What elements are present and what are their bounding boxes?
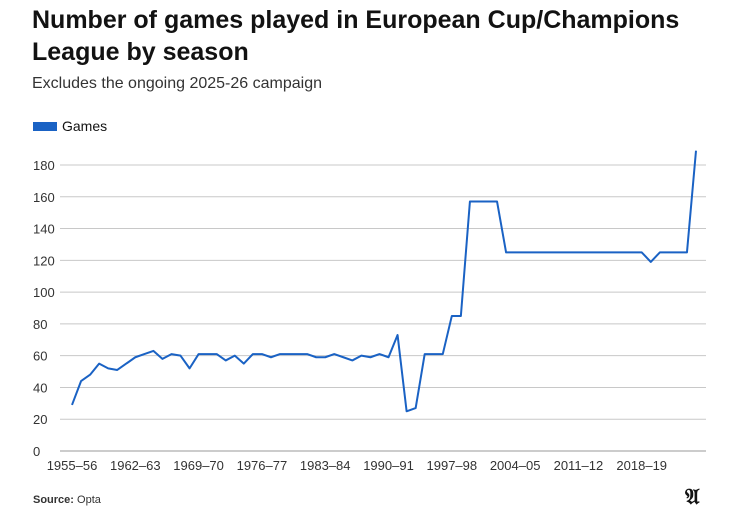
- chart-subtitle: Excludes the ongoing 2025-26 campaign: [32, 75, 322, 92]
- x-tick-label: 1962–63: [110, 458, 161, 473]
- y-tick-label: 80: [33, 317, 47, 332]
- y-tick-label: 60: [33, 349, 47, 364]
- source-note: Source: Opta: [33, 494, 101, 506]
- x-tick-label: 1969–70: [173, 458, 224, 473]
- x-tick-label: 2018–19: [616, 458, 667, 473]
- x-tick-label: 2004–05: [490, 458, 541, 473]
- y-tick-label: 140: [33, 222, 55, 237]
- x-tick-label: 1997–98: [427, 458, 478, 473]
- legend: Games: [33, 118, 107, 134]
- source-label: Source:: [33, 494, 74, 506]
- x-tick-label: 1983–84: [300, 458, 351, 473]
- series-line-games: [71, 150, 697, 413]
- y-tick-label: 100: [33, 285, 55, 300]
- y-tick-label: 20: [33, 412, 47, 427]
- legend-label: Games: [62, 118, 108, 134]
- source-value: Opta: [77, 494, 101, 506]
- legend-swatch: [33, 121, 57, 131]
- y-tick-label: 40: [33, 380, 47, 395]
- y-tick-label: 180: [33, 158, 55, 173]
- chart-title: Number of games played in European Cup/C…: [32, 6, 680, 66]
- y-tick-label: 120: [33, 253, 55, 268]
- x-tick-label: 1955–56: [47, 458, 98, 473]
- x-tick-label: 1990–91: [363, 458, 414, 473]
- publisher-logo: 𝔄: [685, 484, 700, 510]
- x-tick-label: 1976–77: [237, 458, 288, 473]
- y-tick-label: 0: [33, 444, 40, 459]
- x-tick-label: 2011–12: [554, 458, 604, 473]
- y-tick-label: 160: [33, 190, 55, 205]
